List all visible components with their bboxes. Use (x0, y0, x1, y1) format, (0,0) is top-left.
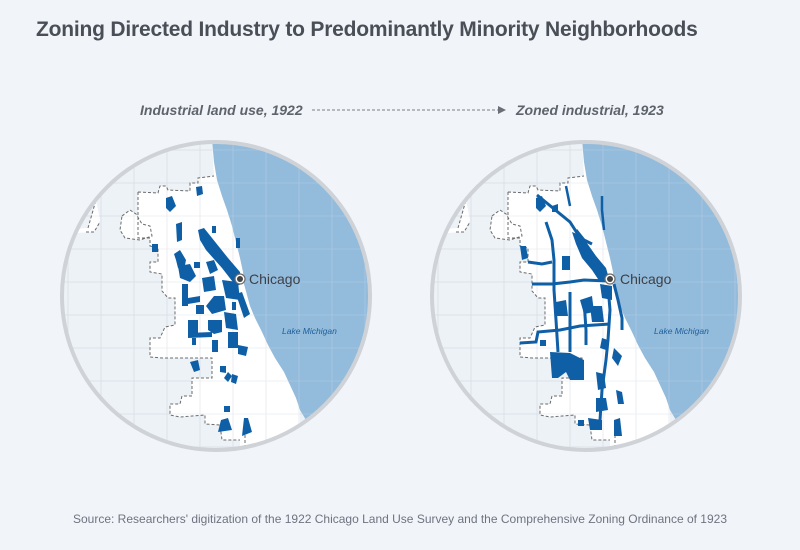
industrial-area (612, 348, 622, 366)
industrial-area (520, 246, 528, 260)
industrial-area (194, 262, 200, 268)
industrial-area (550, 352, 584, 380)
map-frame (430, 140, 742, 452)
industrial-corridor (527, 260, 553, 266)
industrial-area (236, 238, 240, 248)
map-1922[interactable]: Chicago Lake Michigan (60, 140, 398, 470)
industrial-area (218, 418, 232, 432)
maps-container: Chicago Lake Michigan (60, 140, 768, 470)
industrial-area (562, 256, 570, 270)
industrial-area (232, 302, 236, 310)
industrial-area (178, 264, 196, 282)
industrial-corridor (544, 221, 560, 353)
industrial-area (196, 305, 204, 314)
industrial-area (224, 312, 238, 330)
city-marker-icon (604, 273, 616, 285)
industrial-area (596, 372, 606, 390)
industrial-area (208, 320, 222, 334)
map-1923[interactable]: Chicago Lake Michigan (430, 140, 768, 470)
industrial-area (198, 228, 242, 286)
industrial-area (242, 418, 252, 436)
industrial-area (188, 320, 198, 333)
industrial-areas-1923 (519, 185, 624, 436)
industrial-area (174, 250, 186, 270)
industrial-area (188, 332, 212, 338)
industrial-corridor (612, 283, 624, 330)
industrial-area (188, 296, 200, 304)
industrial-corridor (532, 278, 609, 286)
industrial-area (540, 340, 546, 346)
industrial-area (600, 284, 612, 300)
industrial-area (212, 226, 216, 233)
lake-michigan (582, 142, 740, 450)
industrial-area (166, 196, 176, 212)
industrial-area (616, 390, 624, 404)
industrial-area (614, 418, 622, 436)
city-boundary (86, 175, 246, 450)
industrial-area (556, 300, 568, 316)
map-frame (60, 140, 372, 452)
industrial-area (212, 340, 218, 352)
city-label: Chicago (620, 271, 672, 287)
industrial-corridor (598, 285, 612, 421)
dashed-arrow-right-icon (312, 106, 506, 114)
industrial-area (578, 420, 584, 426)
lake-label: Lake Michigan (654, 326, 709, 336)
industrial-area (202, 276, 216, 292)
industrial-area (196, 186, 203, 196)
city-boundary (456, 175, 616, 450)
lake-label: Lake Michigan (282, 326, 337, 336)
industrial-corridor (564, 185, 572, 207)
industrial-area (222, 280, 240, 300)
industrial-area (552, 204, 558, 212)
industrial-area (231, 374, 238, 384)
industrial-area (152, 244, 158, 252)
source-note: Source: Researchers' digitization of the… (72, 512, 728, 526)
panel-label-1923: Zoned industrial, 1923 (516, 102, 664, 118)
industrial-area (600, 338, 608, 350)
industrial-area (236, 292, 250, 318)
chart-title: Zoning Directed Industry to Predominantl… (36, 18, 698, 41)
industrial-area (536, 196, 546, 212)
industrial-area (182, 284, 188, 306)
industrial-area (596, 398, 608, 412)
industrial-area (206, 296, 226, 314)
panel-label-1922: Industrial land use, 1922 (140, 102, 303, 118)
industrial-area (224, 372, 232, 382)
industrial-area (590, 306, 604, 322)
industrial-area (190, 360, 200, 372)
industrial-area (238, 345, 248, 356)
industrial-area (228, 332, 238, 348)
industrial-corridor (600, 196, 606, 231)
industrial-area (588, 418, 602, 430)
industrial-area (220, 366, 226, 373)
city-marker-icon (234, 273, 246, 285)
industrial-area (206, 260, 218, 274)
industrial-area (192, 338, 196, 345)
industrial-area (224, 406, 230, 412)
lake-michigan (212, 142, 370, 450)
industrial-area (572, 232, 610, 282)
industrial-area (176, 222, 182, 242)
city-label: Chicago (249, 271, 301, 287)
industrial-areas-1922 (152, 186, 252, 436)
